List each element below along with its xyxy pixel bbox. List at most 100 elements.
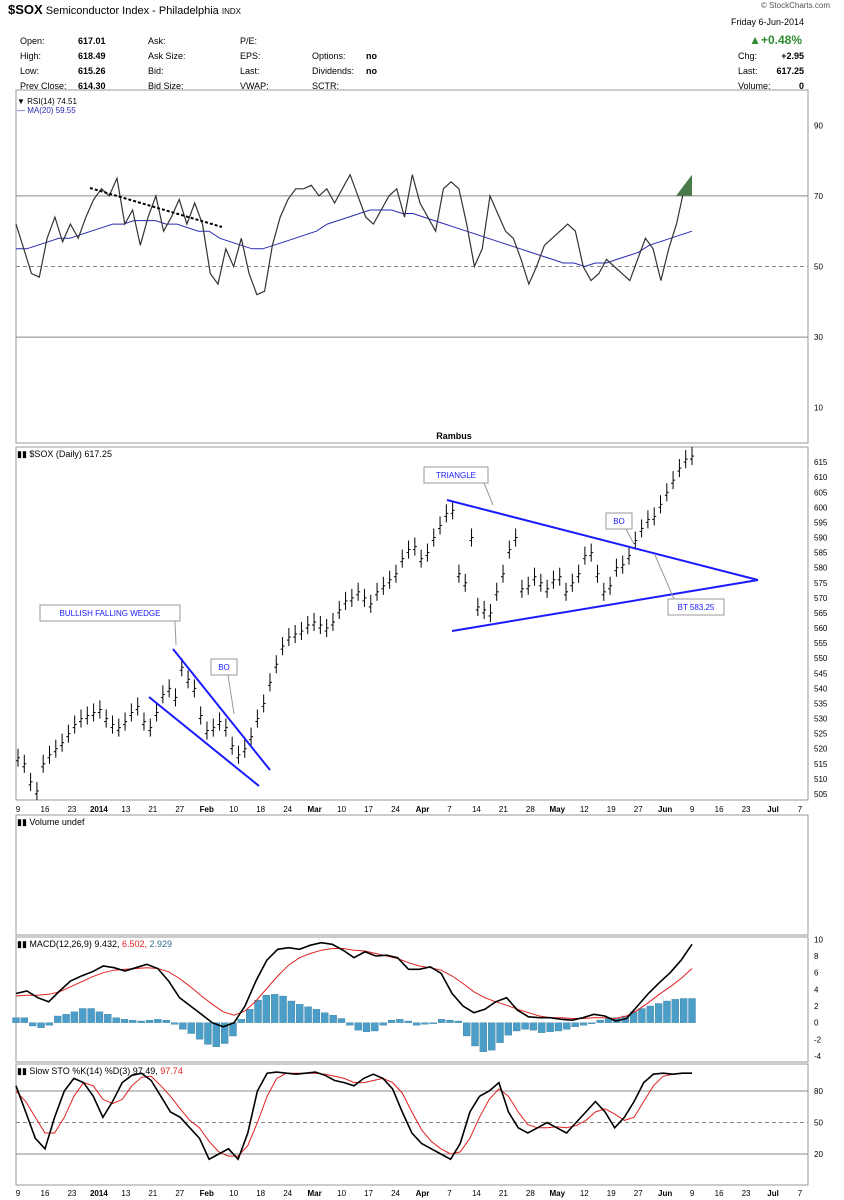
x-tick-label: Mar xyxy=(308,1189,322,1198)
macd-histogram-bar xyxy=(437,1019,446,1023)
x-tick-label: Jun xyxy=(658,1189,672,1198)
macd-histogram-bar xyxy=(521,1022,529,1030)
x-tick-label: 12 xyxy=(580,805,589,814)
quote-date: Friday 6-Jun-2014 xyxy=(730,17,804,27)
x-tick-label: Feb xyxy=(200,805,214,814)
price-tick: 595 xyxy=(814,518,828,527)
quote-value: +2.95 xyxy=(781,51,804,61)
macd-tick: 4 xyxy=(814,985,819,994)
macd-histogram-bar xyxy=(246,1009,254,1023)
sto-k-line xyxy=(15,1071,692,1161)
macd-histogram-bar xyxy=(279,995,287,1023)
macd-histogram-bar xyxy=(362,1022,371,1032)
x-tick-label: 17 xyxy=(364,1189,373,1198)
macd-histogram-bar xyxy=(70,1011,79,1023)
quote-label: SCTR: xyxy=(312,81,339,91)
macd-histogram-bar xyxy=(12,1017,20,1023)
x-tick-label: 21 xyxy=(499,1189,508,1198)
quote-label: VWAP: xyxy=(240,81,269,91)
price-tick: 550 xyxy=(814,654,828,663)
price-tick: 575 xyxy=(814,579,828,588)
x-tick-label: 28 xyxy=(526,805,535,814)
rsi-panel: 10 30 50 70 90 ▼ RSI(14) 74.51— MA(20) 59.55 xyxy=(15,89,823,444)
x-tick-label: 13 xyxy=(121,1189,130,1198)
macd-histogram-bar xyxy=(496,1022,504,1043)
x-tick-label: 27 xyxy=(634,1189,643,1198)
x-tick-label: 2014 xyxy=(90,805,108,814)
macd-line xyxy=(15,941,693,1028)
x-tick-label: 12 xyxy=(580,1189,589,1198)
macd-histogram-bar xyxy=(396,1019,404,1023)
macd-histogram-bar xyxy=(45,1022,54,1026)
quote-value: no xyxy=(366,66,377,76)
x-tick-label: 27 xyxy=(634,805,643,814)
rsi-line xyxy=(15,173,693,296)
macd-histogram-bar xyxy=(454,1020,462,1023)
macd-histogram-bar xyxy=(312,1009,321,1023)
macd-histogram-bar xyxy=(145,1020,154,1023)
quote-label: Bid: xyxy=(148,66,164,76)
macd-histogram-bar xyxy=(646,1005,654,1023)
x-tick-label: Mar xyxy=(308,805,322,814)
quote-label: EPS: xyxy=(240,51,261,61)
chart-title: $SOX Semiconductor Index - Philadelphia … xyxy=(8,2,241,17)
macd-panel: -4 -2 0 2 4 6 8 10 ▮▮ MACD(12,26,9) 9.432, 6.502… xyxy=(12,935,823,1063)
volume-legend: ▮▮ Volume undef xyxy=(17,817,85,827)
macd-histogram-bar xyxy=(387,1020,396,1023)
x-tick-label: 19 xyxy=(607,805,616,814)
macd-histogram-bar xyxy=(54,1015,62,1023)
macd-histogram-bar xyxy=(663,1000,671,1023)
symbol: $SOX xyxy=(8,2,43,17)
quote-label: High: xyxy=(20,51,42,61)
price-title: Rambus xyxy=(436,431,472,441)
macd-histogram-bar xyxy=(321,1012,329,1023)
x-tick-label: 21 xyxy=(148,805,157,814)
quote-value: 617.01 xyxy=(78,36,106,46)
macd-histogram-bar xyxy=(504,1022,513,1036)
annotation-bullish-falling-wedge: BULLISH FALLING WEDGE xyxy=(60,609,161,618)
price-tick: 590 xyxy=(814,534,828,543)
annotation-bo-1: BO xyxy=(218,663,230,672)
annotation-bo-1-box xyxy=(210,658,238,676)
x-tick-label: 18 xyxy=(256,805,265,814)
macd-histogram-bar xyxy=(354,1022,362,1031)
price-tick: 515 xyxy=(814,760,828,769)
price-legend: ▮▮ $SOX (Daily) 617.25 xyxy=(17,449,112,459)
macd-histogram-bar xyxy=(671,999,679,1023)
macd-histogram-bar xyxy=(412,1022,421,1026)
x-tick-label: Jul xyxy=(767,805,779,814)
macd-histogram-bar xyxy=(271,994,279,1023)
panel-frame xyxy=(15,814,809,936)
macd-histogram-bar xyxy=(529,1022,538,1031)
macd-histogram-bar xyxy=(212,1022,220,1047)
macd-histogram-bar xyxy=(137,1020,145,1023)
x-tick-label: 7 xyxy=(798,1189,803,1198)
macd-legend: ▮▮ MACD(12,26,9) 9.432, 6.502, 2.929 xyxy=(17,939,172,949)
macd-histogram-bar xyxy=(220,1022,229,1044)
symbol-name: Semiconductor Index - Philadelphia xyxy=(45,5,219,17)
quote-label: Last: xyxy=(738,66,758,76)
x-tick-label: 23 xyxy=(742,1189,751,1198)
x-tick-label: 10 xyxy=(229,805,238,814)
macd-histogram-bar xyxy=(79,1008,87,1023)
price-tick: 520 xyxy=(814,745,828,754)
price-tick: 610 xyxy=(814,473,828,482)
x-tick-label: 16 xyxy=(715,1189,724,1198)
rsi-tick: 90 xyxy=(814,121,823,130)
x-tick-label: 10 xyxy=(337,805,346,814)
quote-value: 615.26 xyxy=(78,66,106,76)
panel-frame xyxy=(15,446,809,801)
macd-histogram-bar xyxy=(104,1014,112,1023)
x-tick-label: 21 xyxy=(148,1189,157,1198)
macd-histogram-bar xyxy=(571,1022,579,1027)
macd-histogram-bar xyxy=(296,1004,304,1023)
rsi-ma-legend: — MA(20) 59.55 xyxy=(17,106,76,115)
price-panel: Rambus ▮▮ $SOX (Daily) 617.25 505 510 515 520… xyxy=(15,431,828,814)
macd-histogram-bar xyxy=(488,1022,496,1051)
macd-histogram-bar xyxy=(179,1022,187,1030)
quote-label: P/E: xyxy=(240,36,258,46)
sto-legend: ▮▮ Slow STO %K(14) %D(3) 97.49, 97.74 xyxy=(17,1066,183,1076)
copyright: © StockCharts.com xyxy=(760,1,830,10)
macd-tick: 10 xyxy=(814,935,823,944)
rsi-tick: 70 xyxy=(814,192,823,201)
